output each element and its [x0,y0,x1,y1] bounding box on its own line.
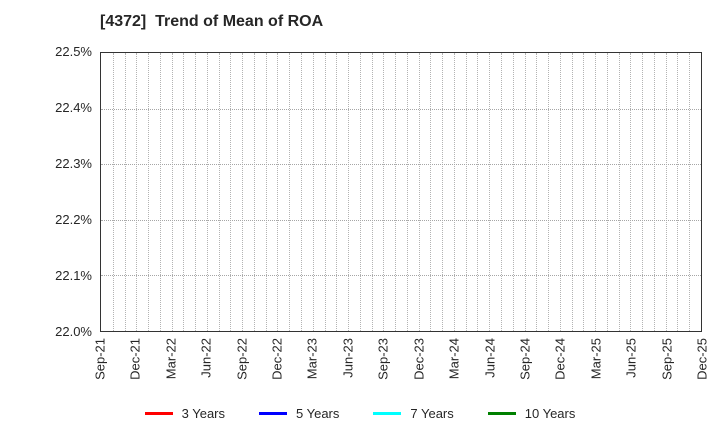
legend-line-swatch [259,411,287,415]
gridline-vertical [548,53,550,331]
x-axis-tick-label: Jun-24 [482,338,498,378]
x-axis-tick-label: Sep-23 [375,338,391,380]
plot-area [100,52,702,332]
legend-item: 10 Years [487,405,576,421]
gridline-vertical [524,53,526,331]
gridline-vertical [559,53,561,331]
gridline-horizontal [101,108,701,110]
gridline-vertical [442,53,444,331]
x-axis-tick-label: Jun-25 [623,338,639,378]
y-axis-tick-label: 22.2% [55,212,92,227]
gridline-vertical [642,53,644,331]
gridline-vertical [324,53,326,331]
x-axis-tick-label: Sep-21 [92,338,108,380]
legend-label: 5 Years [296,405,340,421]
x-axis-tick-label: Dec-24 [552,338,568,380]
gridline-horizontal [101,219,701,221]
gridline-vertical [630,53,632,331]
gridline-vertical [124,53,126,331]
legend-item: 7 Years [373,405,454,421]
gridline-vertical [371,53,373,331]
gridline-vertical [301,53,302,331]
gridline-vertical [665,53,667,331]
gridline-vertical [583,53,585,331]
x-axis-tick-label: Dec-22 [269,338,285,380]
gridline-vertical [395,53,397,331]
gridline-vertical [606,53,608,331]
legend-item: 3 Years [144,405,225,421]
x-axis-tick-label: Jun-23 [340,338,356,378]
gridline-vertical [406,53,408,331]
x-axis-tick-label: Dec-23 [411,338,427,380]
gridline-vertical [148,53,150,331]
y-axis-tick-label: 22.0% [55,324,92,339]
y-axis-tick-label: 22.1% [55,268,92,283]
gridline-vertical [112,53,114,331]
gridline-vertical [183,53,185,331]
legend-item: 5 Years [259,406,339,421]
gridline-vertical [206,53,208,331]
y-axis-tick-label: 22.4% [55,100,92,115]
x-axis-tick-label: Mar-23 [304,338,320,380]
gridline-vertical [136,53,138,331]
legend-label: 10 Years [524,405,576,421]
x-axis-tick-label: Mar-25 [588,338,604,380]
gridline-vertical [242,53,244,331]
gridline-vertical [218,53,220,331]
gridline-vertical [477,53,479,331]
gridline-vertical [289,53,291,331]
x-axis-tick-label: Dec-21 [127,338,143,380]
gridline-vertical [312,53,314,331]
y-axis-tick-label: 22.5% [55,44,92,59]
gridline-vertical [383,53,385,331]
legend: 3 Years 5 Years 7 Years 10 Years [0,402,720,424]
y-axis-tick-label: 22.3% [55,156,92,171]
gridline-vertical [265,53,267,331]
gridline-vertical [465,53,467,331]
legend-line-swatch [144,411,173,415]
gridline-vertical [536,53,538,331]
gridline-vertical [277,53,279,331]
chart-title: [4372] Trend of Mean of ROA [100,13,324,30]
gridline-vertical [489,53,491,331]
gridline-vertical [418,53,420,331]
gridline-vertical [159,53,161,331]
x-axis-tick-label: Dec-25 [694,338,710,380]
gridline-vertical [689,53,691,331]
legend-label: 7 Years [410,405,454,421]
gridline-horizontal [101,164,701,166]
gridline-vertical [453,53,455,331]
x-axis-tick-label: Sep-22 [234,338,250,380]
gridline-vertical [653,53,655,331]
x-axis-tick-label: Jun-22 [198,338,214,378]
gridline-vertical [195,53,197,331]
x-axis-tick-label: Sep-24 [517,338,533,380]
x-axis-tick-label: Mar-24 [446,338,462,380]
gridline-vertical [571,53,573,331]
x-axis-tick-label: Mar-22 [163,338,179,380]
legend-label: 3 Years [181,405,225,421]
gridline-vertical [253,53,255,331]
gridline-vertical [501,53,502,331]
gridline-vertical [430,53,432,331]
gridline-vertical [348,53,350,331]
gridline-vertical [512,53,514,331]
gridline-vertical [230,53,232,331]
gridline-vertical [618,53,620,331]
gridline-vertical [677,53,679,331]
gridline-horizontal [101,275,701,277]
gridline-vertical [336,53,338,331]
gridline-vertical [595,53,597,331]
gridline-vertical [359,53,361,331]
gridline-vertical [171,53,173,331]
x-axis-tick-label: Sep-25 [659,338,675,380]
legend-line-swatch [373,411,402,415]
legend-line-swatch [487,411,516,415]
